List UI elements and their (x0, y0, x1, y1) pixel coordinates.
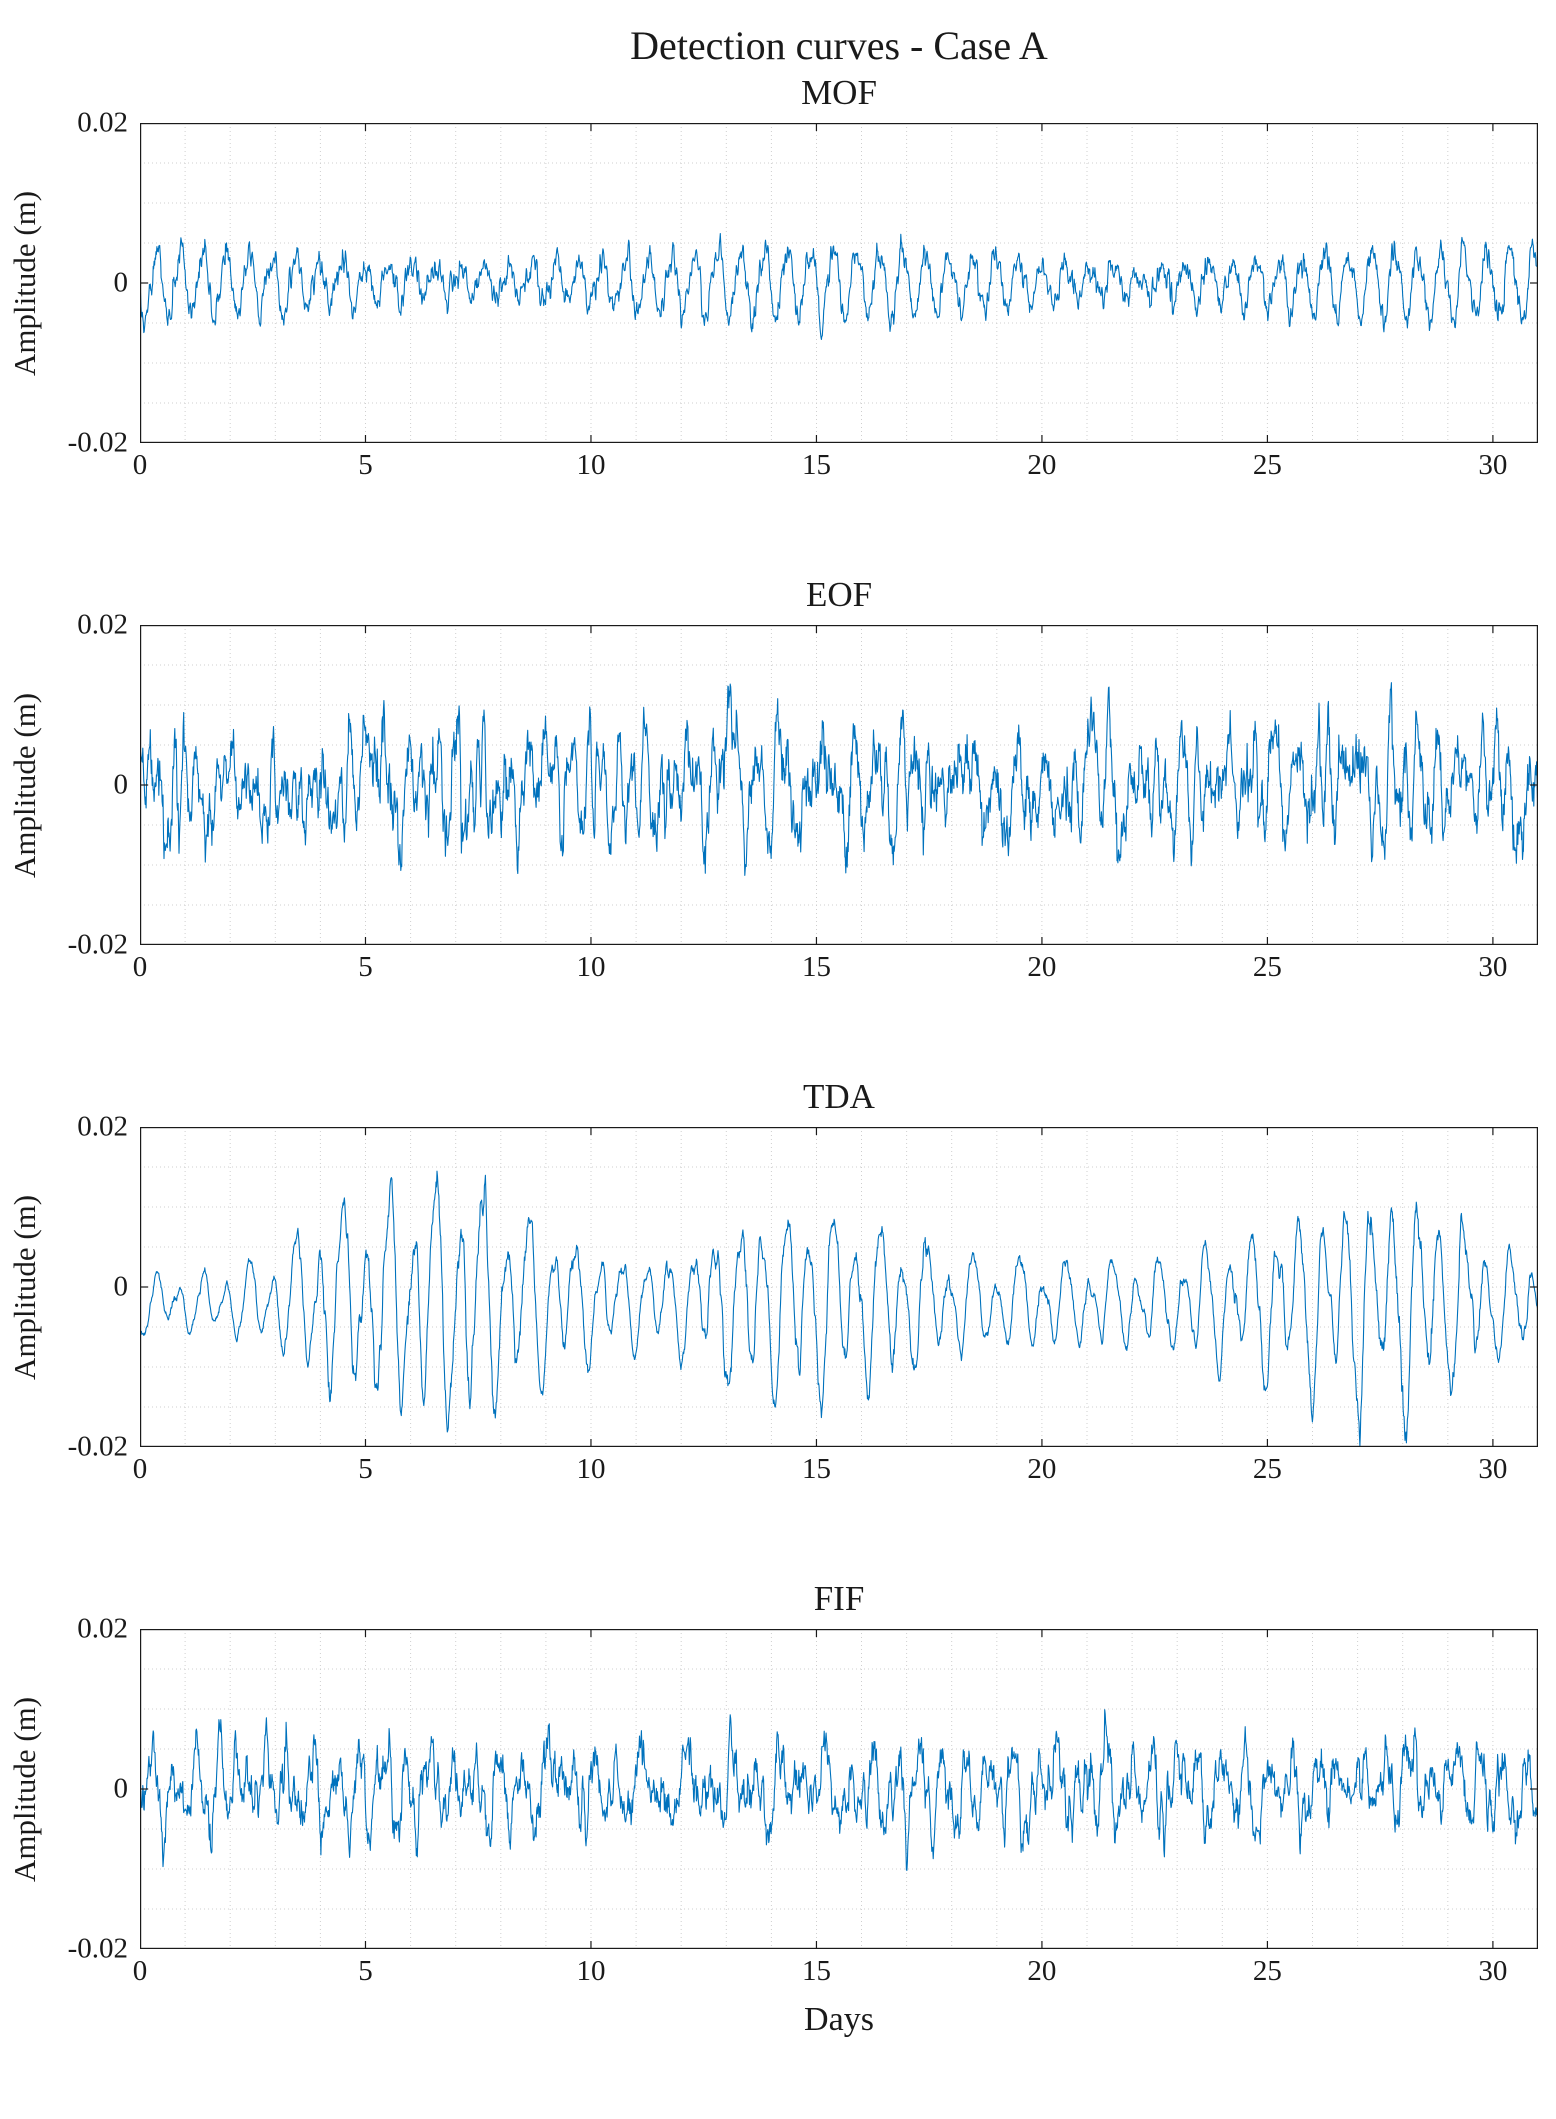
x-tick-label: 20 (1027, 1955, 1057, 1987)
x-tick-label: 20 (1027, 1453, 1057, 1485)
y-tick-label: 0.02 (77, 1110, 128, 1143)
x-tick-label: 5 (358, 1955, 373, 1987)
chart-svg-fif (140, 1629, 1538, 1949)
plot-area-eof (140, 625, 1538, 945)
x-tick-label: 30 (1478, 951, 1508, 983)
y-tick-label: 0 (113, 768, 129, 801)
subplot-title-tda: TDA (803, 1077, 875, 1116)
subplot-title-fif: FIF (813, 1579, 865, 1618)
chart-svg-mof (140, 123, 1538, 443)
series-line-mof (140, 233, 1538, 340)
x-tick-label: 25 (1252, 449, 1282, 481)
grid-lines (140, 1629, 1538, 1949)
y-axis-label: Amplitude (m) (7, 1194, 42, 1380)
y-axis-label: Amplitude (m) (7, 1696, 42, 1882)
x-tick-label: 15 (801, 449, 831, 481)
series-line-fif (140, 1709, 1538, 1871)
y-tick-labels: 0.02 0 -0.02 (50, 610, 140, 959)
y-tick-label: 0.02 (77, 608, 128, 641)
y-tick-label: 0 (113, 1772, 129, 1805)
subplot-mof: MOF Amplitude (m) 0.02 0 -0.02 0 5 10 15 20 25 3… (0, 73, 1556, 491)
x-tick-label: 15 (801, 1453, 831, 1485)
x-tick-label: 30 (1478, 449, 1508, 481)
y-axis-label: Amplitude (m) (7, 692, 42, 878)
x-tick-labels: 0 5 10 15 20 25 30 (133, 1949, 1538, 1997)
plot-area-mof (140, 123, 1538, 443)
x-tick-label: 5 (358, 951, 373, 983)
y-tick-label: 0 (113, 1270, 129, 1303)
figure-title: Detection curves - Case A (630, 23, 1048, 68)
axes-box (140, 1629, 1538, 1949)
x-tick-label: 0 (132, 449, 148, 481)
y-tick-labels: 0.02 0 -0.02 (50, 1614, 140, 1963)
x-tick-labels: 0 5 10 15 20 25 30 (133, 945, 1538, 993)
subplot-tda: TDA Amplitude (m) 0.02 0 -0.02 0 5 10 15 20 25 3… (0, 1077, 1556, 1495)
chart-svg-eof (140, 625, 1538, 945)
subplot-title-mof: MOF (801, 73, 877, 112)
x-tick-labels: 0 5 10 15 20 25 30 (133, 443, 1538, 491)
grid-lines (140, 625, 1538, 945)
x-tick-label: 25 (1252, 1955, 1282, 1987)
plot-area-fif (140, 1629, 1538, 1949)
axis-ticks (140, 123, 1538, 443)
y-tick-label: -0.02 (67, 928, 128, 961)
x-tick-label: 0 (132, 1453, 148, 1485)
axis-ticks (140, 625, 1538, 945)
x-tick-label: 15 (801, 951, 831, 983)
axes-box (140, 1127, 1538, 1447)
figure-canvas: Detection curves - Case A MOF Amplitude … (0, 22, 1556, 2039)
x-tick-label: 10 (576, 951, 606, 983)
y-tick-label: 0.02 (77, 1612, 128, 1645)
x-tick-label: 30 (1478, 1955, 1508, 1987)
x-tick-label: 15 (801, 1955, 831, 1987)
x-tick-label: 0 (132, 1955, 148, 1987)
x-tick-label: 10 (576, 1453, 606, 1485)
series-line-eof (140, 682, 1538, 876)
axis-ticks (140, 1629, 1538, 1949)
x-axis-label: Days (804, 2001, 874, 2038)
subplot-fif: FIF Amplitude (m) 0.02 0 -0.02 0 5 10 15 20 25 3… (0, 1579, 1556, 2039)
grid-lines (140, 123, 1538, 443)
x-tick-label: 20 (1027, 449, 1057, 481)
x-tick-label: 10 (576, 1955, 606, 1987)
figure-title-wrap: Detection curves - Case A (140, 22, 1538, 69)
x-tick-labels: 0 5 10 15 20 25 30 (133, 1447, 1538, 1495)
x-tick-label: 5 (358, 449, 373, 481)
plot-area-tda (140, 1127, 1538, 1447)
axes-box (140, 625, 1538, 945)
y-tick-label: 0 (113, 266, 129, 299)
chart-svg-tda (140, 1127, 1538, 1447)
x-tick-label: 20 (1027, 951, 1057, 983)
y-tick-labels: 0.02 0 -0.02 (50, 1112, 140, 1461)
subplot-eof: EOF Amplitude (m) 0.02 0 -0.02 0 5 10 15 20 25 3… (0, 575, 1556, 993)
x-tick-label: 5 (358, 1453, 373, 1485)
x-tick-label: 10 (576, 449, 606, 481)
y-tick-label: 0.02 (77, 106, 128, 139)
axis-ticks (140, 1127, 1538, 1447)
y-tick-label: -0.02 (67, 1430, 128, 1463)
y-tick-label: -0.02 (67, 1932, 128, 1965)
axes-box (140, 123, 1538, 443)
y-axis-label: Amplitude (m) (7, 190, 42, 376)
x-tick-label: 30 (1478, 1453, 1508, 1485)
x-tick-label: 25 (1252, 1453, 1282, 1485)
y-tick-labels: 0.02 0 -0.02 (50, 108, 140, 457)
subplot-title-eof: EOF (805, 575, 873, 614)
series-line-tda (140, 1170, 1538, 1447)
x-tick-label: 0 (132, 951, 148, 983)
x-tick-label: 25 (1252, 951, 1282, 983)
y-tick-label: -0.02 (67, 426, 128, 459)
